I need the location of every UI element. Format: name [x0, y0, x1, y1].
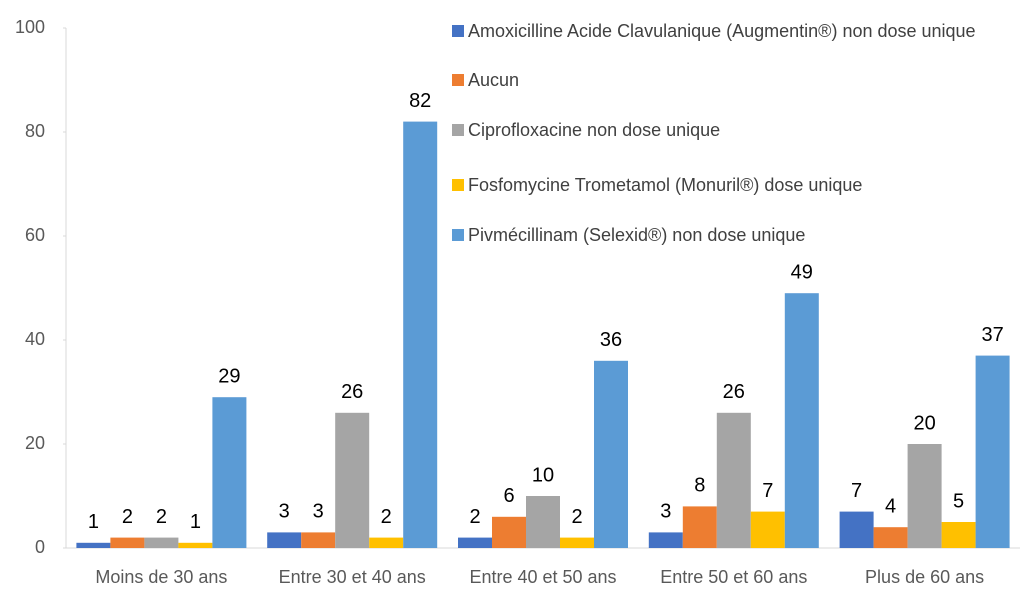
data-label: 20: [913, 412, 935, 434]
data-label: 2: [469, 506, 480, 528]
x-tick-label: Plus de 60 ans: [865, 567, 984, 587]
data-label: 2: [156, 506, 167, 528]
data-label: 2: [122, 506, 133, 528]
legend-swatch: [452, 25, 464, 37]
legend-label: Aucun: [468, 70, 520, 90]
bar: [750, 511, 785, 548]
bar: [212, 397, 247, 548]
bar: [301, 532, 336, 548]
data-label: 1: [190, 511, 201, 533]
x-tick-label: Entre 40 et 50 ans: [469, 567, 616, 587]
x-tick-label: Moins de 30 ans: [95, 567, 227, 587]
legend-label: Pivmécillinam (Selexid®) non dose unique: [468, 225, 806, 245]
bar: [267, 532, 302, 548]
data-label: 2: [571, 506, 582, 528]
bar: [648, 532, 683, 548]
y-tick-label: 40: [25, 329, 45, 349]
legend-entry: Fosfomycine Trometamol (Monuril®) dose u…: [452, 172, 1022, 198]
bar: [492, 516, 526, 548]
data-label: 26: [341, 381, 363, 403]
data-label: 5: [953, 490, 964, 512]
legend-label: Fosfomycine Trometamol (Monuril®) dose u…: [468, 175, 863, 195]
legend-entry: Pivmécillinam (Selexid®) non dose unique: [452, 222, 1022, 248]
data-label: 29: [218, 365, 240, 387]
bar: [560, 537, 594, 548]
data-label: 3: [313, 501, 324, 523]
y-tick-label: 20: [25, 433, 45, 453]
data-label: 7: [851, 480, 862, 502]
bar: [682, 506, 717, 548]
data-label: 37: [981, 324, 1003, 346]
bar: [144, 537, 179, 548]
legend-swatch: [452, 74, 464, 86]
bar: [178, 542, 213, 548]
legend-swatch: [452, 179, 464, 191]
bar: [76, 542, 111, 548]
legend-swatch: [452, 229, 464, 241]
data-label: 7: [762, 480, 773, 502]
data-label: 26: [723, 381, 745, 403]
bar: [526, 496, 560, 548]
data-label: 1: [88, 511, 99, 533]
data-label: 2: [381, 506, 392, 528]
y-tick-label: 80: [25, 121, 45, 141]
legend-entry: Amoxicilline Acide Clavulanique (Augment…: [452, 18, 1022, 44]
data-label: 10: [532, 464, 554, 486]
bar: [716, 412, 751, 548]
x-tick-label: Entre 30 et 40 ans: [279, 567, 426, 587]
bar: [975, 355, 1010, 548]
data-label: 8: [694, 475, 705, 497]
data-label: 82: [409, 90, 431, 112]
bar: [110, 537, 145, 548]
legend-entry: Aucun: [452, 67, 1022, 93]
data-label: 6: [503, 485, 514, 507]
data-label: 49: [791, 261, 813, 283]
data-label: 4: [885, 495, 896, 517]
bar: [369, 537, 404, 548]
data-label: 3: [279, 501, 290, 523]
bar: [784, 293, 819, 548]
data-label: 36: [600, 329, 622, 351]
legend-entry: Ciprofloxacine non dose unique: [452, 117, 1022, 143]
y-tick-label: 60: [25, 225, 45, 245]
bar: [458, 537, 492, 548]
y-tick-label: 100: [15, 17, 45, 37]
data-label: 3: [660, 501, 671, 523]
x-tick-label: Entre 50 et 60 ans: [660, 567, 807, 587]
bar: [839, 511, 874, 548]
legend-label: Amoxicilline Acide Clavulanique (Augment…: [468, 21, 976, 41]
bar: [907, 444, 942, 548]
legend-label: Ciprofloxacine non dose unique: [468, 120, 721, 140]
bar: [941, 522, 976, 548]
legend-swatch: [452, 124, 464, 136]
bar: [403, 121, 438, 548]
bar: [594, 360, 628, 548]
y-tick-label: 0: [35, 537, 45, 557]
bar: [873, 527, 908, 548]
bar: [335, 412, 370, 548]
